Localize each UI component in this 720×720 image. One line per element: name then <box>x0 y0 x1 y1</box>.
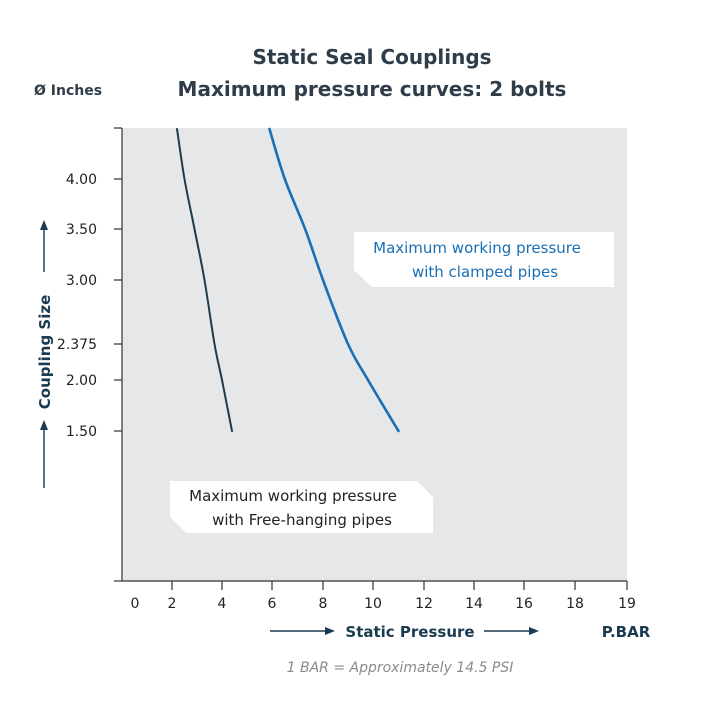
annotation-free-hanging-box <box>170 481 433 533</box>
annotation-free-hanging-line2: with Free-hanging pipes <box>212 511 392 529</box>
x-axis-label: Static Pressure <box>345 623 474 641</box>
y-arrow-lower-head <box>40 420 48 430</box>
y-arrow-upper-head <box>40 220 48 230</box>
annotation-clamped-line1: Maximum working pressure <box>373 239 581 257</box>
x-tick-label: 6 <box>268 596 277 612</box>
y-tick-label: 1.50 <box>66 424 97 440</box>
y-tick-label: 4.00 <box>66 172 97 188</box>
series-line-free-hanging <box>176 128 233 432</box>
y-ticks: 4.00 3.50 3.00 2.375 2.00 1.50 <box>57 127 122 582</box>
x-tick-label: 18 <box>566 596 584 612</box>
x-tick-label: 2 <box>168 596 177 612</box>
x-tick-label: 0 <box>131 596 140 612</box>
curves <box>176 127 400 433</box>
x-tick-label: 4 <box>218 596 227 612</box>
x-arrow-left-head <box>325 627 335 635</box>
y-axis-label: Coupling Size <box>36 295 54 410</box>
annotation-clamped: Maximum working pressure with clamped pi… <box>354 232 614 287</box>
annotation-clamped-box <box>354 232 614 287</box>
annotation-clamped-line2: with clamped pipes <box>412 263 558 281</box>
x-ticks: 0 2 4 6 8 10 12 14 16 18 19 <box>131 581 636 612</box>
series-line-clamped <box>268 127 400 433</box>
x-tick-label: 16 <box>515 596 533 612</box>
chart-title: Static Seal Couplings <box>252 45 491 69</box>
x-arrow-right-head <box>529 627 539 635</box>
chart-subtitle: Maximum pressure curves: 2 bolts <box>178 77 567 101</box>
y-tick-label: 3.50 <box>66 222 97 238</box>
x-unit-label: P.BAR <box>602 623 651 641</box>
y-unit-label: Ø Inches <box>34 83 102 99</box>
x-tick-label: 10 <box>364 596 382 612</box>
x-tick-label: 14 <box>465 596 483 612</box>
y-tick-label: 2.00 <box>66 373 97 389</box>
conversion-note: 1 BAR = Approximately 14.5 PSI <box>287 660 514 676</box>
annotation-free-hanging-line1: Maximum working pressure <box>189 487 397 505</box>
x-axis-title: Static Pressure P.BAR <box>270 623 651 641</box>
annotation-free-hanging: Maximum working pressure with Free-hangi… <box>170 481 433 533</box>
y-tick-label: 3.00 <box>66 273 97 289</box>
x-tick-label: 12 <box>415 596 433 612</box>
y-axis-title: Coupling Size <box>36 220 54 488</box>
y-tick-label: 2.375 <box>57 337 97 353</box>
x-tick-label: 19 <box>618 596 636 612</box>
x-tick-label: 8 <box>319 596 328 612</box>
